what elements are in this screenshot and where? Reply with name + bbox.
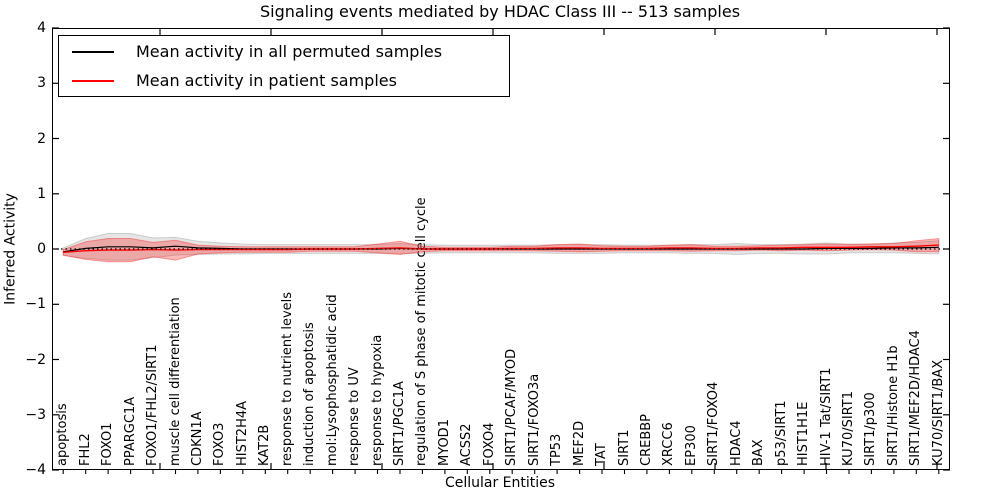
x-entity-label: response to UV <box>347 367 363 466</box>
x-entity-label: HIST1H1E <box>796 401 812 466</box>
x-entity-label: response to hypoxia <box>369 334 385 466</box>
x-entity-label: FHL2 <box>77 433 93 466</box>
legend-label: Mean activity in patient samples <box>136 71 397 90</box>
x-entity-label: KU70/SIRT1/BAX <box>930 359 946 466</box>
x-entity-label: KAT2B <box>257 424 273 466</box>
x-entity-label: TAT <box>594 443 609 466</box>
x-entity-label: SIRT1/FOXO4 <box>706 381 722 466</box>
x-entity-label: PPARGC1A <box>122 396 138 466</box>
x-entity-label: induction of apoptosis <box>302 322 318 466</box>
x-entity-label: mol:Lysophosphatidic acid <box>324 294 340 466</box>
x-entity-label: SIRT1/Histone H1b <box>885 345 901 466</box>
y-tick-label: 1 <box>37 185 46 202</box>
x-entity-label: SIRT1/p300 <box>863 392 879 466</box>
x-entity-label: FOXO1/FHL2/SIRT1 <box>145 344 160 466</box>
y-tick-label: 4 <box>37 20 46 36</box>
x-axis-label: Cellular Entities <box>444 475 556 491</box>
y-tick-label: −2 <box>25 351 46 368</box>
y-tick-label: −4 <box>25 462 46 478</box>
legend-label: Mean activity in all permuted samples <box>136 42 443 61</box>
x-entity-label: XRCC6 <box>661 422 677 466</box>
x-entity-label: SIRT1 <box>616 429 632 466</box>
x-entity-label: FOXO3 <box>212 422 228 466</box>
x-entity-label: response to nutrient levels <box>279 291 295 466</box>
x-entity-label: apoptosis <box>55 403 71 466</box>
x-entity-label: HDAC4 <box>728 420 744 466</box>
legend-line-red <box>72 79 114 82</box>
y-tick-label: 2 <box>37 130 46 147</box>
legend-item-permuted: Mean activity in all permuted samples <box>59 37 509 66</box>
x-entity-label: CDKN1A <box>189 411 205 466</box>
x-entity-label: SIRT1/MEF2D/HDAC4 <box>908 330 924 466</box>
x-entity-label: MYOD1 <box>436 419 452 466</box>
x-entity-label: SIRT1/FOXO3a <box>526 373 542 466</box>
x-entity-label: SIRT1/PCAF/MYOD <box>504 348 520 466</box>
x-entity-label: BAX <box>751 439 767 466</box>
x-entity-label: CREBBP <box>638 414 654 466</box>
x-entity-label: HIST2H4A <box>234 400 250 466</box>
legend-line-black <box>72 50 114 53</box>
x-entity-label: regulation of S phase of mitotic cell cy… <box>414 197 430 466</box>
x-entity-label: ACSS2 <box>459 423 475 466</box>
legend: Mean activity in all permuted samples Me… <box>58 35 510 97</box>
y-tick-label: 3 <box>37 75 46 92</box>
x-entity-label: muscle cell differentiation <box>167 297 183 466</box>
y-tick-label: −1 <box>25 296 46 313</box>
x-entity-label: FOXO1 <box>100 422 116 466</box>
x-entity-label: EP300 <box>683 425 699 466</box>
x-entity-label: FOXO4 <box>481 422 497 466</box>
chart-title: Signaling events mediated by HDAC Class … <box>259 2 741 21</box>
x-entity-label: TP53 <box>549 433 565 466</box>
x-entity-label: HIV-1 Tat/SIRT1 <box>818 367 834 466</box>
x-entity-label: MEF2D <box>571 420 587 466</box>
y-tick-label: −3 <box>25 406 46 423</box>
x-entity-label: SIRT1/PGC1A <box>392 381 407 466</box>
x-entity-label: p53/SIRT1 <box>773 400 789 466</box>
x-entity-label: KU70/SIRT1 <box>841 391 856 466</box>
y-tick-label: 0 <box>37 241 46 257</box>
legend-item-patient: Mean activity in patient samples <box>59 66 509 95</box>
